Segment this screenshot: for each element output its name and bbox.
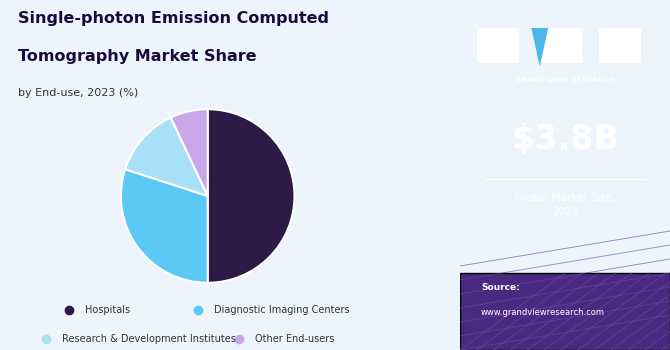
Text: Tomography Market Share: Tomography Market Share: [18, 49, 257, 64]
Text: GRAND VIEW RESEARCH: GRAND VIEW RESEARCH: [516, 77, 614, 83]
Text: $3.8B: $3.8B: [511, 124, 619, 156]
Wedge shape: [121, 169, 208, 283]
Text: by End-use, 2023 (%): by End-use, 2023 (%): [18, 88, 139, 98]
Wedge shape: [171, 109, 208, 196]
Text: Source:: Source:: [481, 284, 520, 293]
FancyBboxPatch shape: [477, 28, 519, 63]
Wedge shape: [208, 109, 295, 283]
Wedge shape: [125, 118, 208, 196]
Text: www.grandviewresearch.com: www.grandviewresearch.com: [481, 308, 605, 317]
FancyBboxPatch shape: [460, 273, 670, 350]
Text: Single-photon Emission Computed: Single-photon Emission Computed: [18, 10, 330, 26]
Text: Hospitals: Hospitals: [85, 304, 130, 315]
Polygon shape: [531, 28, 548, 66]
Text: Global Market Size,
2023: Global Market Size, 2023: [515, 193, 615, 217]
FancyBboxPatch shape: [540, 28, 582, 63]
Text: Other End-users: Other End-users: [255, 334, 335, 344]
Text: Diagnostic Imaging Centers: Diagnostic Imaging Centers: [214, 304, 350, 315]
Text: Research & Development Institutes: Research & Development Institutes: [62, 334, 236, 344]
FancyBboxPatch shape: [598, 28, 641, 63]
